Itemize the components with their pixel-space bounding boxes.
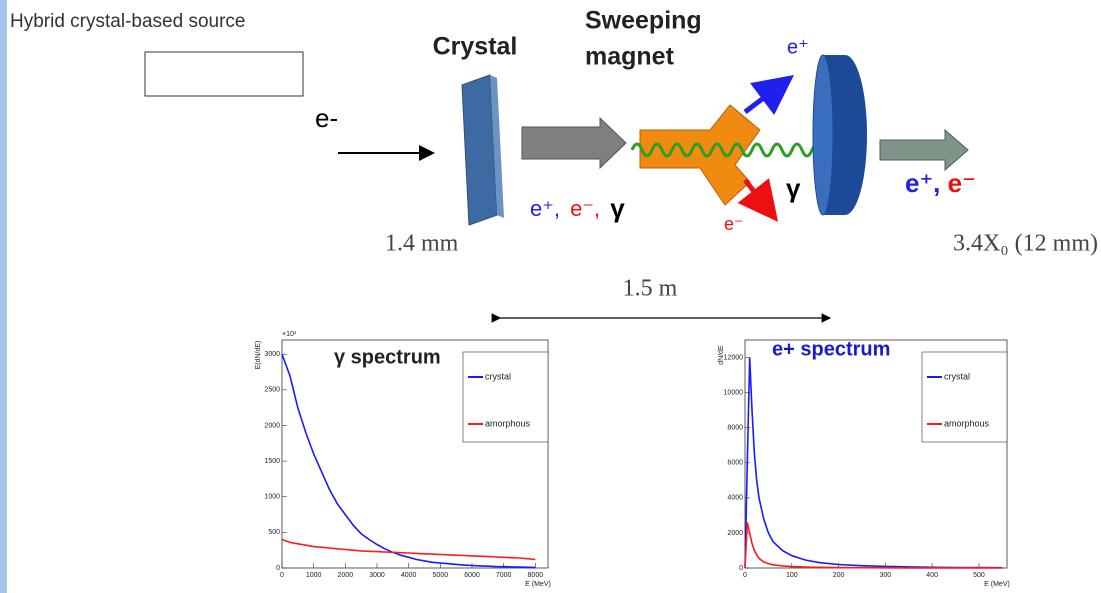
y-tick-label: 0: [739, 565, 743, 572]
y-tick-label: 2500: [264, 387, 280, 394]
x-tick-label: 7000: [496, 572, 512, 579]
x-tick-label: 300: [880, 572, 892, 579]
x-tick-label: 100: [786, 572, 798, 579]
electron-label: e⁻: [724, 214, 744, 234]
output-label: e⁺, e⁻: [905, 168, 976, 198]
empty-box: [144, 51, 304, 97]
x-tick-label: 200: [833, 572, 845, 579]
y-tick-label: 4000: [727, 495, 743, 502]
gamma-label: γ: [786, 173, 801, 203]
x-tick-label: 500: [973, 572, 985, 579]
x-tick-label: 6000: [464, 572, 480, 579]
x-tick-label: 0: [280, 572, 284, 579]
target-face: [812, 54, 834, 216]
y-tick-label: 3000: [264, 351, 280, 358]
slide-title: Hybrid crystal-based source: [10, 11, 245, 32]
mixed-electron: e⁻,: [570, 196, 600, 221]
x-tick-label: 4000: [401, 572, 417, 579]
side-bar: [0, 0, 7, 593]
crystal-thickness: 1.4 mm: [385, 231, 459, 257]
distance-label: 1.5 m: [623, 276, 678, 302]
x-tick-label: 1000: [306, 572, 322, 579]
magnet-label-2: magnet: [585, 43, 675, 71]
mixed-label: e⁺, e⁻, γ: [530, 193, 625, 223]
legend-label: crystal: [944, 371, 970, 381]
plot-title: e+ spectrum: [772, 338, 890, 360]
y-axis-label: dN/dE: [718, 345, 725, 365]
series-line: [744, 522, 1003, 569]
x-tick-label: 5000: [433, 572, 449, 579]
y-tick-label: 8000: [727, 425, 743, 432]
electron-arrow: [737, 178, 779, 222]
y-tick-label: 0: [276, 565, 280, 572]
series-line: [281, 538, 536, 561]
target-thickness: 3.4X₀ (12 mm): [953, 231, 1098, 257]
input-label: e-: [315, 103, 338, 133]
crystal-edge: [490, 75, 504, 218]
y-axis-label: E(dN/dE): [255, 341, 262, 370]
magnet: [639, 104, 761, 206]
magnet-label-1: Sweeping: [585, 7, 702, 35]
y-tick-label: 12000: [724, 354, 744, 361]
photon-wave: [630, 142, 824, 158]
beam-arrow: [521, 116, 627, 170]
crystal-label: Crystal: [433, 33, 518, 61]
x-tick-label: 0: [743, 572, 747, 579]
legend-label: crystal: [485, 371, 511, 381]
y-tick-label: 1500: [264, 458, 280, 465]
series-line: [281, 354, 536, 569]
legend-box: [462, 351, 549, 443]
output-electron: e⁻: [948, 168, 976, 198]
legend-label: amorphous: [944, 418, 990, 428]
x-tick-label: 2000: [338, 572, 354, 579]
y-tick-label: 1000: [264, 494, 280, 501]
output-positron: e⁺,: [905, 168, 940, 198]
positron-arrow: [743, 74, 794, 116]
x-tick-label: 400: [926, 572, 938, 579]
x-axis-label: E (MeV): [525, 581, 551, 588]
x-tick-label: 8000: [528, 572, 544, 579]
y-tick-label: 2000: [727, 530, 743, 537]
plot-title: γ spectrum: [334, 346, 441, 368]
y-tick-label: 2000: [264, 422, 280, 429]
series-line: [744, 357, 1003, 569]
mixed-gamma: γ: [610, 193, 625, 223]
mixed-positron: e⁺,: [530, 196, 560, 221]
legend-box: [921, 351, 1008, 443]
y-tick-label: 500: [268, 529, 280, 536]
positron-label: e⁺: [787, 36, 809, 58]
x-axis-label: E (MeV): [984, 581, 1010, 588]
y-multiplier: ×10³: [282, 331, 297, 338]
output-arrow: [879, 128, 969, 172]
x-tick-label: 3000: [369, 572, 385, 579]
y-tick-label: 10000: [724, 389, 744, 396]
legend-label: amorphous: [485, 418, 531, 428]
y-tick-label: 6000: [727, 460, 743, 467]
